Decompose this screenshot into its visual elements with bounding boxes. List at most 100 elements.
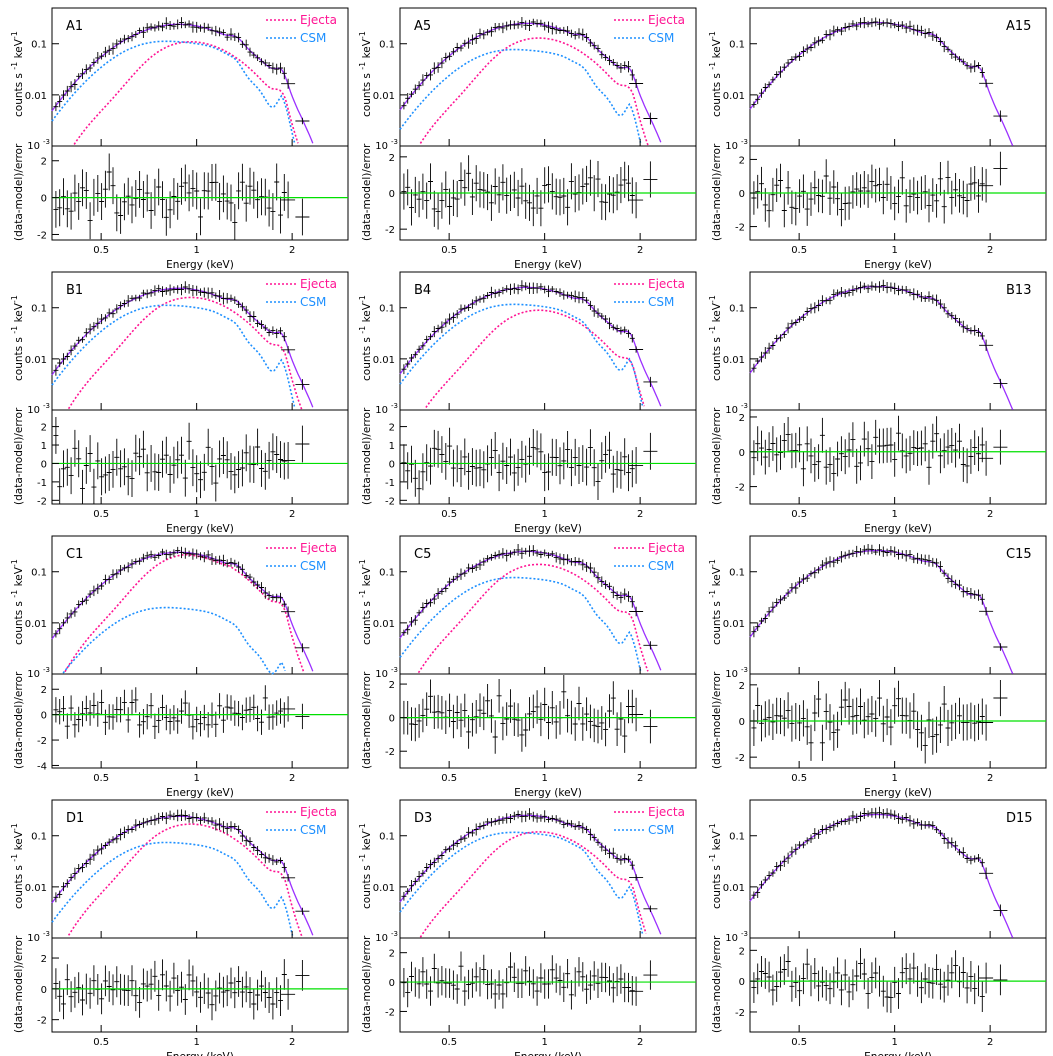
data-point — [907, 550, 913, 560]
x-tick-label: 0.5 — [93, 509, 109, 520]
data-point — [278, 62, 283, 74]
data-point — [877, 18, 882, 30]
x-axis-label: Energy (keV) — [864, 523, 932, 535]
residual-point — [439, 966, 445, 996]
residual-point — [118, 697, 124, 723]
csm-model-curve — [399, 576, 642, 671]
residual-frame — [399, 673, 697, 769]
y-label-part: keV — [13, 830, 25, 854]
residual-point — [87, 977, 93, 1009]
y-tick-label: 0.01 — [723, 619, 745, 630]
y-label-part: counts s — [13, 70, 25, 117]
y-tick-label: 0.01 — [373, 883, 395, 894]
data-point — [930, 557, 936, 567]
residual-point — [850, 969, 856, 1001]
data-point — [774, 334, 780, 343]
y-axis-label-text: counts s -1 keV-1 — [708, 31, 723, 117]
data-point — [137, 820, 143, 829]
res-tick-label: -2 — [37, 1016, 47, 1027]
residual-point — [800, 174, 806, 209]
residual-point — [911, 693, 917, 730]
data-point — [239, 40, 245, 48]
data-point — [239, 830, 245, 842]
residual-point — [584, 974, 590, 1004]
data-point — [473, 33, 479, 44]
spectrum-frame — [51, 7, 349, 147]
data-point — [979, 867, 994, 880]
residual-point — [816, 681, 822, 718]
residual-point — [576, 447, 582, 484]
data-point — [228, 557, 234, 567]
residual-point — [125, 177, 131, 215]
data-point — [420, 341, 426, 350]
data-point — [804, 307, 810, 316]
residual-point — [515, 703, 521, 737]
residual-point — [447, 968, 453, 998]
residual-point — [224, 694, 230, 720]
data-point — [274, 63, 280, 75]
residual-point — [542, 167, 548, 204]
data-point — [198, 552, 203, 561]
data-point — [945, 573, 951, 584]
res-tick-label: -1 — [385, 478, 395, 489]
residual-point — [789, 705, 795, 742]
residual-point — [239, 449, 245, 487]
data-point — [278, 857, 283, 864]
data-point — [401, 364, 407, 375]
y-axis-label-top: counts s -1 keV-1 — [708, 823, 723, 909]
data-point — [903, 286, 909, 294]
data-point — [412, 351, 418, 359]
data-point — [511, 811, 517, 821]
data-point — [167, 551, 173, 559]
y-tick-label: 0.01 — [25, 91, 47, 102]
residual-point — [57, 699, 63, 725]
data-point — [80, 68, 85, 79]
data-point — [774, 862, 780, 872]
residual-point — [808, 438, 814, 474]
y-axis-label-top: counts s -1 keV-1 — [10, 295, 25, 381]
residual-point — [918, 430, 924, 466]
residual-point — [239, 163, 245, 201]
y-tick-label-exp-sup: -3 — [43, 138, 50, 146]
y-axis-label-bottom-text: (data-model)/error — [361, 143, 373, 241]
data-point — [903, 23, 909, 34]
csm-model-curve — [399, 831, 644, 934]
residual-point — [114, 438, 120, 476]
data-point — [972, 590, 978, 599]
residual-point — [428, 976, 433, 1006]
residual-point — [511, 962, 517, 992]
residual-point — [774, 168, 780, 202]
data-point — [496, 550, 502, 559]
res-tick-label: -2 — [37, 736, 47, 747]
data-point — [766, 342, 772, 354]
data-point — [643, 112, 658, 125]
data-point — [255, 846, 261, 856]
residual-point — [255, 979, 261, 1011]
data-point — [428, 598, 433, 607]
data-point — [488, 818, 494, 827]
data-point — [785, 322, 791, 334]
y-tick-label-exp-sup: -3 — [391, 930, 398, 938]
data-point — [439, 587, 445, 595]
residual-point — [247, 696, 253, 723]
data-point — [137, 557, 143, 565]
data-point — [175, 546, 181, 554]
y-axis-label-text: counts s -1 keV-1 — [358, 295, 373, 381]
residual-point — [99, 983, 105, 1015]
data-point — [976, 328, 981, 337]
y-tick-label: 0.01 — [25, 355, 47, 366]
y-tick-label-exp-sup: -3 — [391, 666, 398, 674]
legend-csm-label: CSM — [648, 295, 674, 309]
y-axis-label-top: counts s -1 keV-1 — [10, 559, 25, 645]
ejecta-model-curve — [64, 553, 305, 673]
data-point — [469, 299, 475, 309]
residual-point — [778, 956, 783, 988]
data-point — [76, 864, 82, 873]
x-tick-label: 2 — [987, 1037, 993, 1048]
residual-point — [53, 417, 59, 454]
residual-point — [629, 689, 635, 724]
data-point — [557, 288, 563, 297]
res-tick-label: 0 — [739, 189, 745, 200]
